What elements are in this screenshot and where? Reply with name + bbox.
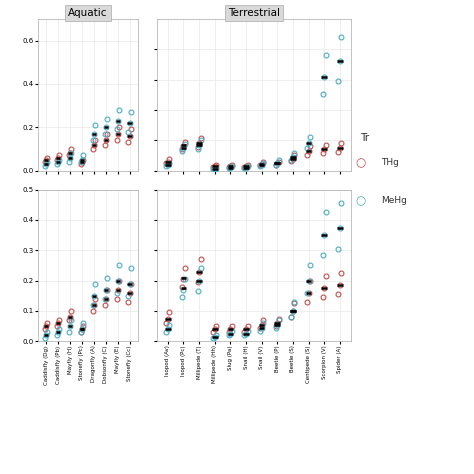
- Text: MeHg: MeHg: [382, 196, 408, 205]
- Text: Tr: Tr: [360, 133, 369, 143]
- Text: ○: ○: [356, 194, 366, 207]
- Title: Terrestrial: Terrestrial: [228, 8, 280, 18]
- Text: THg: THg: [382, 158, 400, 167]
- Title: Aquatic: Aquatic: [68, 8, 108, 18]
- Text: ○: ○: [356, 156, 366, 169]
